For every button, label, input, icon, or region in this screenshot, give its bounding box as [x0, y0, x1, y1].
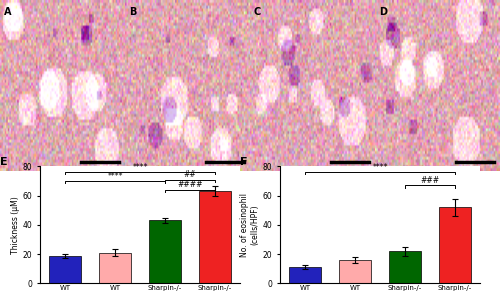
Text: E: E — [0, 157, 8, 167]
Text: C: C — [254, 7, 261, 17]
Y-axis label: No. of eosinophil
(cells/HPF): No. of eosinophil (cells/HPF) — [240, 193, 260, 257]
Bar — [438, 207, 471, 283]
Bar — [49, 256, 82, 283]
Text: B: B — [129, 7, 136, 17]
Bar — [148, 220, 181, 283]
Bar — [339, 260, 372, 283]
Text: ****: **** — [108, 172, 123, 180]
Text: ****: **** — [372, 163, 388, 172]
Text: ####: #### — [177, 180, 203, 189]
Text: ##: ## — [184, 170, 196, 179]
Text: ###: ### — [420, 176, 440, 185]
Text: F: F — [240, 157, 248, 167]
Text: A: A — [4, 7, 11, 17]
Bar — [99, 253, 132, 283]
Y-axis label: Thickness (μM): Thickness (μM) — [11, 196, 20, 254]
Bar — [289, 267, 322, 283]
Text: D: D — [379, 7, 387, 17]
Text: ****: **** — [132, 163, 148, 172]
Bar — [198, 191, 231, 283]
Bar — [388, 251, 421, 283]
